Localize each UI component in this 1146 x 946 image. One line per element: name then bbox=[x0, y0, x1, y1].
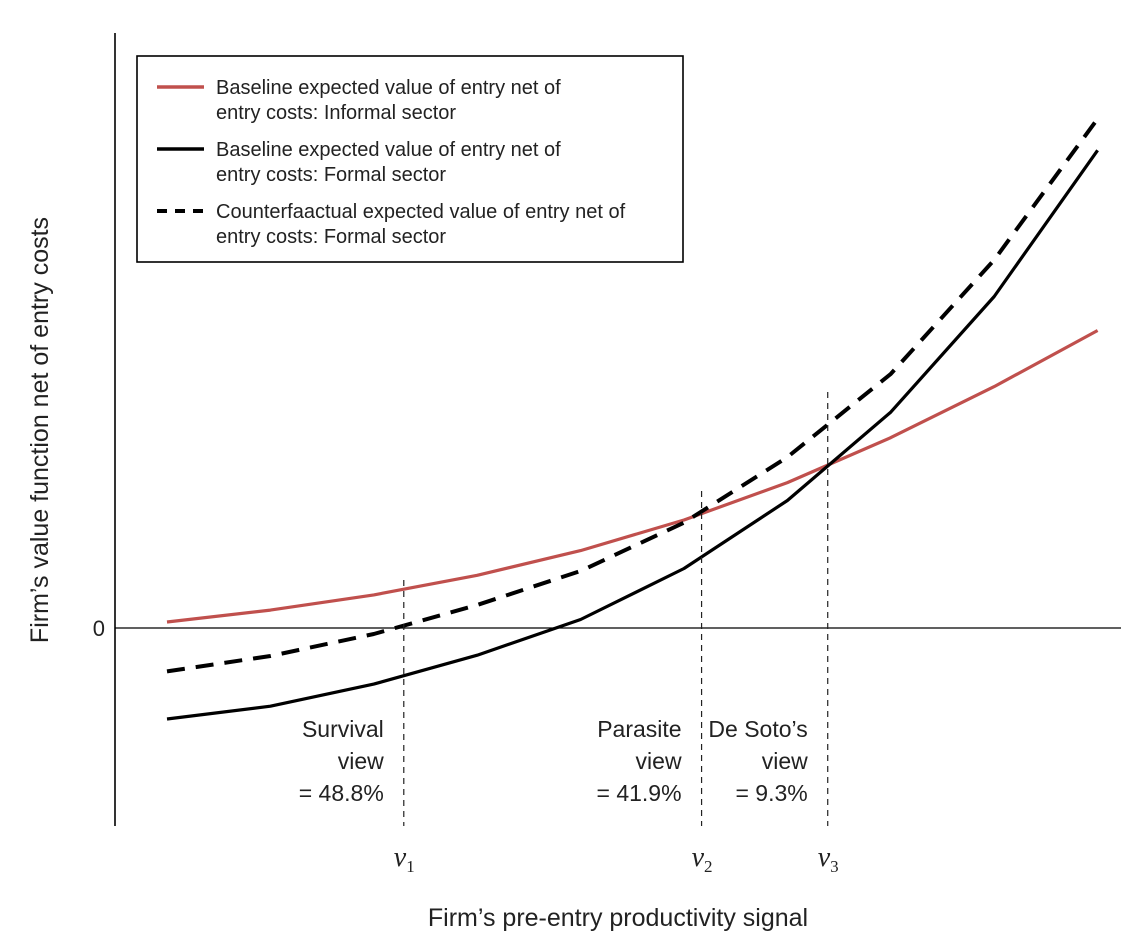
annotation-2-line-1: Parasite bbox=[597, 716, 681, 742]
legend-label-3-line-2: entry costs: Formal sector bbox=[216, 226, 446, 248]
legend-label-2-line-2: entry costs: Formal sector bbox=[216, 164, 446, 186]
series-line-3 bbox=[166, 117, 1100, 674]
annotation-1-line-3: = 48.8% bbox=[299, 780, 384, 806]
series-lines bbox=[166, 117, 1100, 721]
annotation-3-line-3: = 9.3% bbox=[735, 780, 807, 806]
annotation-3-line-1: De Soto’s bbox=[708, 716, 807, 742]
legend-label-3-line-1: Counterfaactual expected value of entry … bbox=[216, 201, 626, 223]
legend-box bbox=[136, 55, 684, 263]
y-axis-label: Firm’s value function net of entry costs bbox=[26, 217, 54, 643]
region-annotations: Survival view = 48.8% Parasite view = 41.9% De… bbox=[299, 716, 808, 806]
series-line-1 bbox=[166, 329, 1099, 624]
annotation-2-line-3: = 41.9% bbox=[597, 780, 682, 806]
legend-label-1-line-2: entry costs: Informal sector bbox=[216, 102, 456, 124]
annotation-1-line-1: Survival bbox=[302, 716, 384, 742]
x-tick-label-2: ν2 bbox=[692, 842, 713, 876]
annotation-3-line-2: view bbox=[762, 748, 808, 774]
legend-label-2-line-1: Baseline expected value of entry net of bbox=[216, 139, 561, 161]
series-line-2 bbox=[166, 149, 1099, 721]
vertical-guides bbox=[403, 392, 829, 826]
legend: Baseline expected value of entry net of e… bbox=[136, 55, 684, 263]
x-tick-label-3: ν3 bbox=[818, 842, 839, 876]
x-axis-label: Firm’s pre-entry productivity signal bbox=[428, 904, 808, 932]
annotation-2-line-2: view bbox=[636, 748, 682, 774]
legend-label-1-line-1: Baseline expected value of entry net of bbox=[216, 77, 561, 99]
y-tick-label: 0 bbox=[93, 616, 105, 641]
axis-labels: Firm’s pre-entry productivity signal Firm… bbox=[26, 217, 808, 932]
x-tick-label-1: ν1 bbox=[394, 842, 415, 876]
annotation-1-line-2: view bbox=[338, 748, 384, 774]
